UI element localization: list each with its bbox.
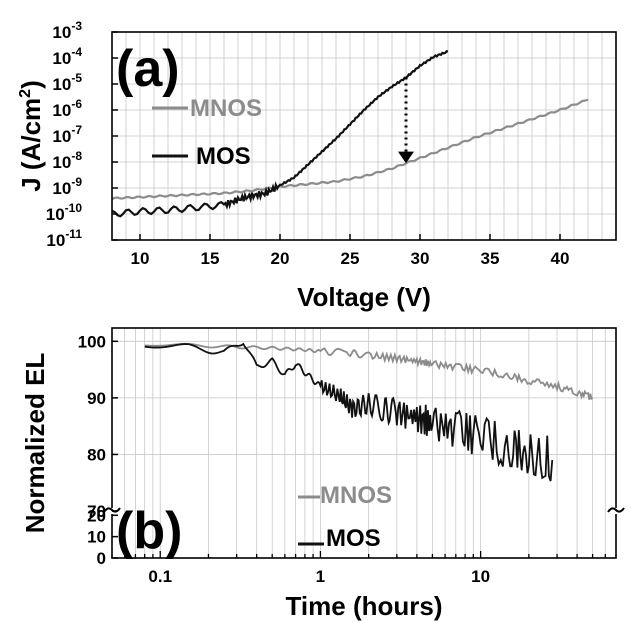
y-tick-label: 20 [87,506,106,525]
panel-b-grid [111,328,617,558]
x-tick-label: 25 [341,249,360,268]
y-tick-label: 10-7 [52,123,82,146]
panel-b-x-ticks: 0.1 1 10 [111,551,617,586]
panel-b-series [144,342,594,482]
x-tick-label: 0.1 [148,567,172,586]
panel-b-frame [111,327,617,559]
y-tick-label: 0 [97,549,106,568]
panel-a-grid [111,31,617,241]
x-tick-label: 10 [131,249,150,268]
panel-b-y-axis-title: Normalized EL [20,353,50,534]
panel-b-legend: MNOS MOS [298,482,392,552]
y-tick-label: 10-9 [52,175,82,198]
y-tick-label: 80 [87,445,106,464]
x-tick-label: 40 [551,249,570,268]
panel-a-series [111,50,589,218]
x-tick-label: 1 [316,567,325,586]
y-tick-label: 10 [87,528,106,547]
y-tick-label: 100 [78,332,106,351]
series-line-mos-b [144,342,554,482]
panel-a-annotation [398,77,414,164]
y-tick-label: 10-4 [52,45,82,68]
y-tick-label: 90 [87,389,106,408]
panel-a-label: (a) [116,40,180,98]
legend-label-mnos: MNOS [190,95,262,122]
panel-a: 10 15 20 25 30 35 40 10-310-410-510-610-710-81… [16,19,617,312]
series-line-mnos [111,98,589,201]
y-tick-label: 10-6 [52,97,82,120]
y-tick-label: 10-8 [52,149,82,172]
panel-a-legend: MNOS MOS [152,95,262,170]
x-tick-label: 35 [481,249,500,268]
x-tick-label: 30 [411,249,430,268]
panel-b-label: (b) [116,502,182,560]
y-tick-label: 10-5 [52,71,82,94]
x-tick-label: 20 [271,249,290,268]
panel-a-y-ticks: 10-3 10-4 10-5 10-6 10-7 10-8 10-9 10-10 10-11 [46,19,118,250]
axis-break-right-icon [607,507,625,513]
legend-label-mos-b: MOS [326,525,381,552]
panel-a-x-axis-title: Voltage (V) [297,282,431,312]
x-tick-label: 15 [201,249,220,268]
x-tick-label: 10 [471,567,490,586]
panel-b-y-ticks: 70 80 90 100 0 10 20 [78,332,118,568]
y-tick-label: 10-11 [46,227,82,250]
panel-b-x-axis-title: Time (hours) [286,591,443,621]
annotation-arrow-head [398,151,414,164]
legend-label-mnos-b: MNOS [320,482,392,509]
series-line-mnos-b [144,342,594,401]
series-line-mos [111,50,449,218]
panel-a-y-axis-title: J (A/cm2) [16,80,46,192]
panel-a-x-ticks: 10 15 20 25 30 35 40 [131,234,570,268]
y-tick-label: 10-3 [52,19,82,42]
legend-label-mos: MOS [196,143,251,170]
panel-b: 0.1 1 10 70 80 90 100 0 10 20 Time (hours) Norma… [20,327,625,621]
y-tick-label: 10-10 [46,201,83,224]
y-tick-label: 70 [87,502,106,521]
